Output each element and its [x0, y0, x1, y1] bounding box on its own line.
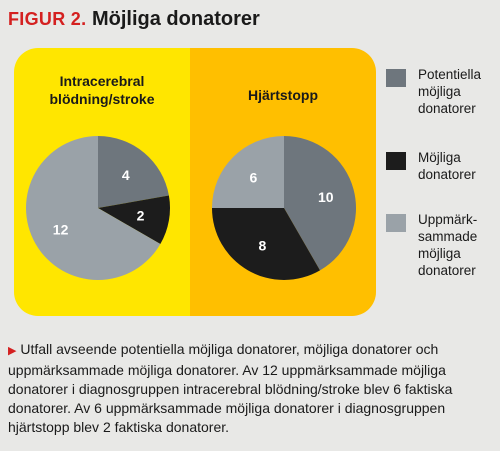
legend-text: donatorer	[418, 167, 476, 182]
legend-text: donatorer	[418, 101, 476, 116]
figure-heading: Möjliga donatorer	[91, 8, 260, 30]
pie-slice-stroke-0	[98, 136, 169, 208]
legend-item-potentiella: Potentiella möjliga donatorer	[386, 66, 496, 117]
pie-label-stroke-1: 2	[137, 208, 145, 224]
legend-text: möjliga	[418, 84, 461, 99]
legend-item-mojliga: Möjliga donatorer	[386, 149, 496, 183]
group-label-stroke-line1: Intracerebral	[59, 73, 145, 89]
figure-label: FIGUR 2.	[8, 9, 87, 29]
legend-text: Möjliga	[418, 150, 461, 165]
legend-text: Uppmärk-	[418, 212, 478, 227]
figure-caption: ▶ Utfall avseende potentiella möjliga do…	[8, 340, 494, 437]
caption-arrow-icon: ▶	[8, 345, 17, 357]
pie-label-hjartstopp-2: 6	[250, 169, 258, 185]
legend-text: sammade	[418, 229, 478, 244]
caption-text: Utfall avseende potentiella möjliga dona…	[8, 341, 453, 435]
legend-swatch-potentiella	[386, 69, 406, 87]
legend-swatch-mojliga	[386, 152, 406, 170]
pie-slice-hjartstopp-1	[212, 208, 320, 281]
legend-text: Potentiella	[418, 67, 482, 82]
pie-slice-stroke-2	[26, 136, 161, 280]
legend-text: donatorer	[418, 263, 476, 278]
pie-slice-stroke-1	[98, 195, 170, 244]
legend-item-uppmarksammade: Uppmärk- sammade möjliga donatorer	[386, 211, 496, 279]
pie-slice-hjartstopp-2	[212, 136, 284, 208]
group-label-stroke: Intracerebral blödning/stroke	[14, 72, 190, 108]
group-label-hjartstopp: Hjärtstopp	[248, 87, 318, 103]
figure-title: FIGUR 2. Möjliga donatorer	[8, 8, 260, 31]
legend-text: möjliga	[418, 246, 461, 261]
pie-slice-hjartstopp-0	[284, 136, 356, 271]
legend-swatch-uppmarksammade	[386, 214, 406, 232]
group-label-stroke-line2: blödning/stroke	[49, 91, 155, 107]
pie-label-stroke-0: 4	[122, 167, 130, 183]
pie-label-stroke-2: 12	[53, 222, 69, 238]
pie-label-hjartstopp-1: 8	[259, 237, 267, 253]
pie-label-hjartstopp-0: 10	[318, 189, 334, 205]
legend: Potentiella möjliga donatorer Möjliga do…	[386, 66, 496, 301]
